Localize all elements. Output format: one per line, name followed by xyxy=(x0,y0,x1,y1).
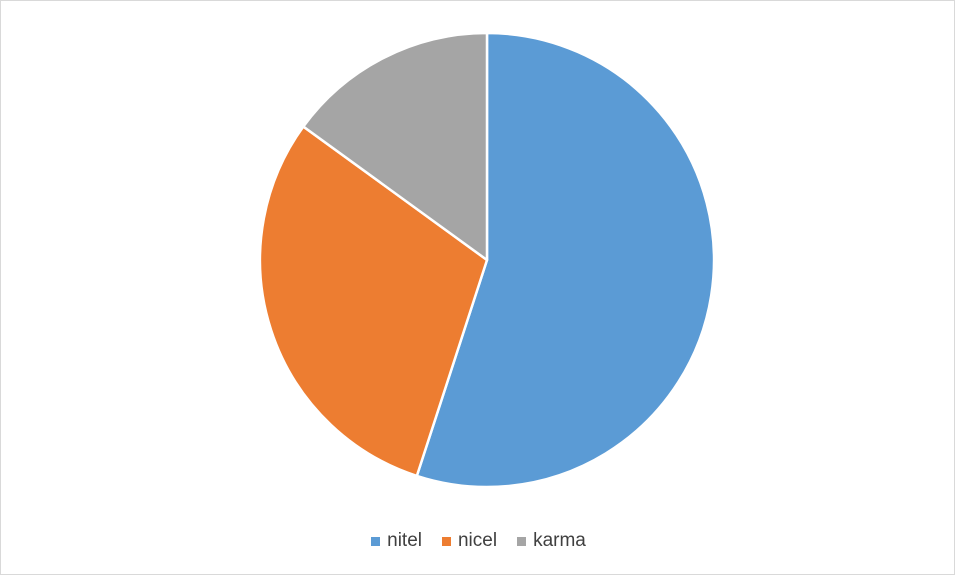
legend: nitel nicel karma xyxy=(1,526,955,556)
legend-swatch-nitel xyxy=(371,536,381,546)
pie-slice-nicel xyxy=(258,125,489,478)
legend-item-karma: karma xyxy=(517,530,586,552)
legend-label-nicel: nicel xyxy=(457,530,498,551)
legend-swatch-karma xyxy=(517,536,527,546)
legend-item-nitel: nitel xyxy=(371,530,422,552)
legend-swatch-nicel xyxy=(441,536,451,546)
pie-slices xyxy=(258,31,716,489)
legend-label-karma: karma xyxy=(533,530,586,551)
legend-label-nitel: nitel xyxy=(387,530,422,551)
pie-slice-nitel xyxy=(415,31,716,489)
legend-item-nicel: nicel xyxy=(441,530,498,552)
pie-slice-karma xyxy=(302,31,489,262)
